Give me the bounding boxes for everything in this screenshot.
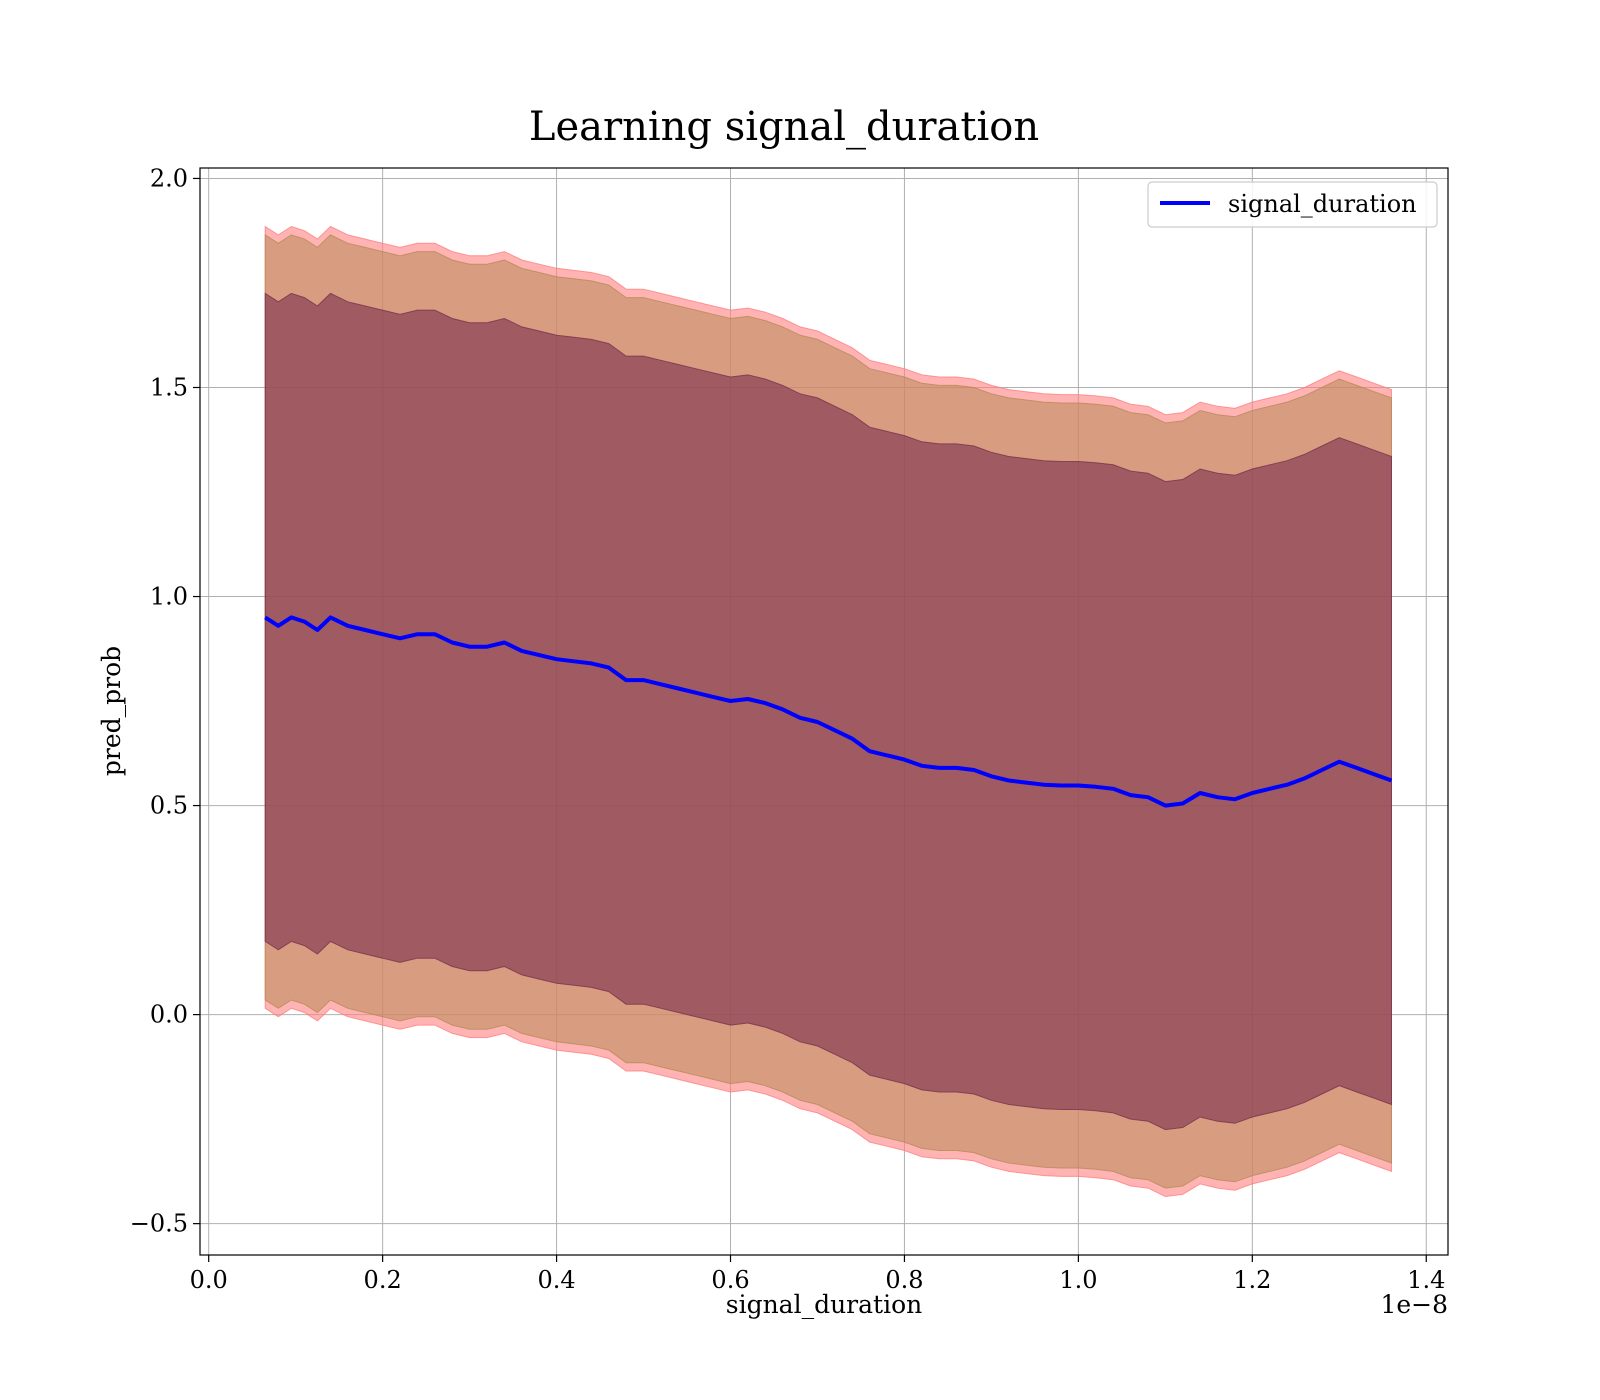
y-tick-label: 2.0 [150,164,188,192]
y-axis-label: pred_prob [97,646,126,776]
y-tick-label: 1.0 [150,583,188,611]
y-tick-label: 0.0 [150,1001,188,1029]
x-tick-label: 1.2 [1233,1266,1271,1294]
x-tick-label: 0.0 [190,1266,228,1294]
x-axis-label: signal_duration [726,1290,922,1319]
legend-label: signal_duration [1228,190,1417,218]
y-tick-label: 1.5 [150,373,188,401]
y-ticks: −0.5 0.0 0.5 1.0 1.5 2.0 [130,164,200,1238]
series-lines [264,615,1393,808]
y-tick-label: 0.5 [150,792,188,820]
chart-title: Learning signal_duration [529,104,1039,150]
x-tick-label: 1.0 [1059,1266,1097,1294]
legend: signal_duration [1147,181,1438,228]
x-ticks: 0.0 0.2 0.4 0.6 0.8 1.0 1.2 1.4 [190,1255,1445,1294]
x-axis-offset-label: 1e−8 [1380,1290,1448,1319]
series-line-signal-duration [264,615,1393,808]
x-tick-label: 1.4 [1407,1266,1445,1294]
x-tick-label: 0.8 [885,1266,923,1294]
confidence-bands [264,225,1392,1198]
x-tick-label: 0.6 [711,1266,749,1294]
y-tick-label: −0.5 [130,1210,188,1238]
plot-frame [199,167,1449,1256]
legend-box [1147,181,1438,228]
x-tick-label: 0.2 [364,1266,402,1294]
band-inner [264,292,1392,1131]
x-tick-label: 0.4 [537,1266,575,1294]
